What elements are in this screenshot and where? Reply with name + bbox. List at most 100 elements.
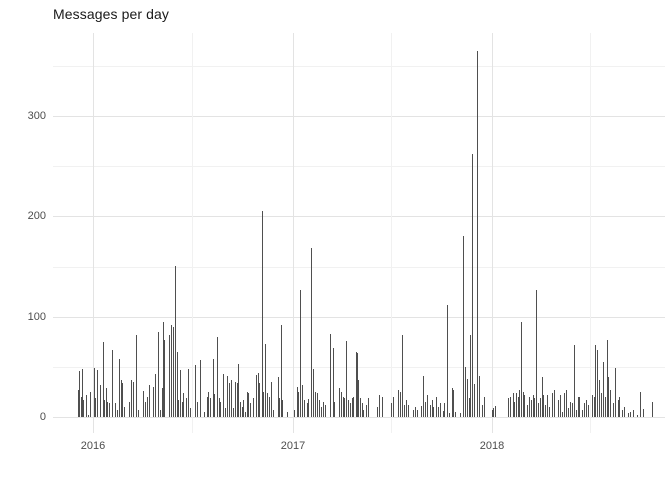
- bar: [121, 380, 122, 417]
- bar: [408, 405, 409, 417]
- bar: [447, 305, 448, 417]
- y-major-gridline: [53, 116, 665, 118]
- bar: [514, 402, 515, 417]
- bar: [178, 400, 179, 417]
- bar: [570, 402, 571, 417]
- bar: [438, 407, 439, 417]
- bar: [197, 402, 198, 417]
- bar: [582, 410, 583, 417]
- bar: [147, 397, 148, 417]
- bar: [240, 402, 241, 417]
- bar: [103, 342, 104, 417]
- bar: [175, 266, 176, 417]
- bar: [136, 335, 137, 417]
- bar: [547, 395, 548, 417]
- bar: [94, 368, 95, 417]
- bar: [242, 407, 243, 417]
- bar: [262, 211, 263, 417]
- bar: [343, 397, 344, 417]
- bar: [124, 407, 125, 417]
- bar: [107, 402, 108, 417]
- bar: [479, 376, 480, 417]
- bar: [319, 400, 320, 417]
- bar: [415, 407, 416, 417]
- bar: [138, 410, 139, 417]
- bar: [521, 322, 522, 417]
- bar: [566, 390, 567, 417]
- x-minor-gridline: [192, 33, 193, 433]
- bar: [86, 395, 87, 417]
- bar: [100, 385, 101, 417]
- bar: [155, 374, 156, 417]
- bar: [362, 403, 363, 417]
- bar: [357, 353, 358, 417]
- bar: [513, 393, 514, 417]
- bar: [317, 393, 318, 417]
- bar: [533, 395, 534, 417]
- bar: [171, 325, 172, 417]
- bar: [597, 350, 598, 417]
- bar: [430, 405, 431, 417]
- bar: [417, 410, 418, 417]
- bar: [160, 410, 161, 417]
- y-major-gridline: [53, 216, 665, 218]
- bar: [83, 400, 84, 417]
- bar: [106, 388, 107, 417]
- bar: [162, 388, 163, 417]
- bar: [247, 392, 248, 417]
- bar: [219, 398, 220, 417]
- bar: [423, 376, 424, 417]
- bar: [568, 408, 569, 417]
- x-major-gridline: [93, 33, 94, 433]
- bar: [313, 369, 314, 417]
- bar: [619, 397, 620, 417]
- bar: [297, 387, 298, 417]
- bar: [302, 385, 303, 417]
- bar: [594, 397, 595, 417]
- bar: [588, 405, 589, 417]
- bar: [350, 403, 351, 417]
- bar: [558, 400, 559, 417]
- bar: [618, 400, 619, 417]
- bar: [271, 382, 272, 417]
- bar: [455, 412, 456, 417]
- bar: [112, 350, 113, 417]
- bar: [214, 394, 215, 417]
- y-minor-gridline: [53, 65, 665, 67]
- bar: [432, 400, 433, 417]
- bar: [628, 413, 629, 417]
- bar: [605, 397, 606, 417]
- bar: [190, 408, 191, 417]
- bar: [352, 398, 353, 417]
- bar: [204, 412, 205, 417]
- bar: [109, 403, 110, 417]
- bar: [470, 335, 471, 417]
- bar: [508, 398, 509, 417]
- y-major-gridline: [53, 417, 665, 418]
- bar: [281, 325, 282, 417]
- bar: [182, 402, 183, 417]
- x-minor-gridline: [590, 33, 591, 433]
- bar: [321, 407, 322, 417]
- bar: [493, 408, 494, 417]
- bar: [637, 415, 638, 417]
- bar: [595, 345, 596, 417]
- bar: [341, 392, 342, 417]
- bar: [534, 398, 535, 417]
- bar: [149, 385, 150, 417]
- bar: [400, 392, 401, 417]
- bar: [413, 410, 414, 417]
- x-minor-gridline: [391, 33, 392, 433]
- bar: [572, 403, 573, 417]
- bar: [440, 403, 441, 417]
- bar: [279, 398, 280, 417]
- y-minor-gridline: [53, 166, 665, 168]
- bar: [258, 373, 259, 417]
- bar: [269, 397, 270, 417]
- bar: [465, 367, 466, 417]
- bar: [273, 410, 274, 417]
- bar: [482, 405, 483, 417]
- bar: [81, 397, 82, 417]
- bar: [223, 374, 224, 417]
- bar: [238, 364, 239, 417]
